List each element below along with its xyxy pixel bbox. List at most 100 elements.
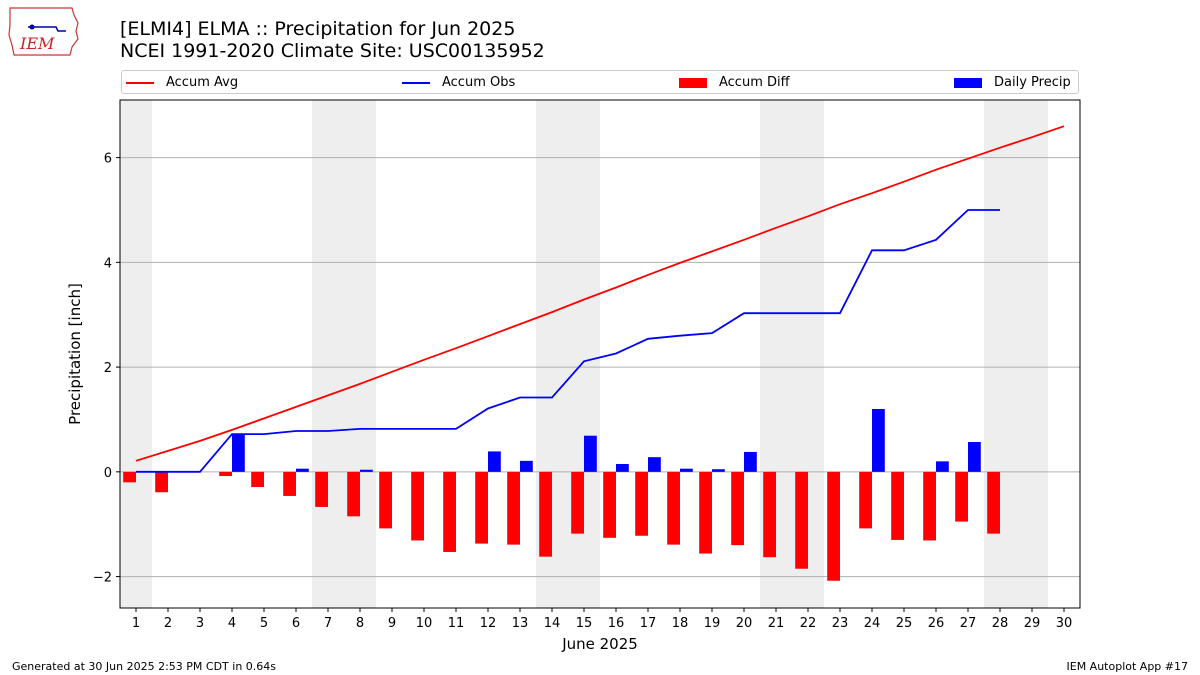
iem-logo: IEM [8,7,79,56]
legend-item-accum-diff: Accum Diff [679,74,790,91]
y-tick-label: 4 [104,256,112,271]
x-tick-label: 6 [292,616,300,631]
footer-generated: Generated at 30 Jun 2025 2:53 PM CDT in … [12,660,277,673]
footer-app: IEM Autoplot App #17 [1066,660,1189,673]
x-tick-label: 28 [992,616,1009,631]
accum-diff-bar [315,471,328,507]
accum-diff-bar [955,471,968,522]
iowa-outline-icon [8,7,79,56]
legend-swatch-accum-avg [126,81,154,84]
x-tick-label: 23 [832,616,849,631]
accum-diff-bar [859,471,872,529]
daily-precip-bar [360,469,373,472]
accum-diff-bar [699,471,712,554]
daily-precip-bar [616,463,629,472]
x-tick-label: 3 [196,616,204,631]
chart-subtitle: NCEI 1991-2020 Climate Site: USC00135952 [120,40,545,62]
daily-precip-bar [872,408,885,472]
y-tick-label: 2 [104,361,112,376]
accum-diff-bar [667,471,680,545]
daily-precip-bar [488,451,501,472]
x-tick-label: 20 [736,616,753,631]
x-tick-label: 12 [480,616,497,631]
x-tick-label: 15 [576,616,593,631]
accum-diff-bar [635,471,648,536]
daily-precip-bar [744,451,757,472]
daily-precip-bar [232,434,245,472]
chart-title: [ELMI4] ELMA :: Precipitation for Jun 20… [120,18,516,40]
x-tick-label: 29 [1024,616,1041,631]
accum-diff-bar [571,471,584,534]
x-tick-label: 1 [132,616,140,631]
daily-precip-bar [296,468,309,472]
accum-diff-bar [507,471,520,545]
accum-diff-bar [891,471,904,540]
x-tick-label: 16 [608,616,625,631]
accum-diff-bar [123,471,136,483]
y-tick-label: 6 [104,152,112,167]
x-tick-label: 24 [864,616,881,631]
accum-diff-bar [155,471,168,493]
x-tick-label: 21 [768,616,785,631]
daily-precip-bar [712,469,725,472]
accum-diff-bar [763,471,776,558]
x-tick-label: 2 [164,616,172,631]
accum-diff-bar [795,471,808,569]
x-axis-label: June 2025 [561,635,638,653]
legend-label-daily-precip: Daily Precip [994,75,1071,90]
x-tick-label: 18 [672,616,689,631]
chart-legend: Accum Avg Accum Obs Accum Diff Daily Pre… [121,70,1079,94]
legend-label-accum-obs: Accum Obs [442,75,516,90]
legend-swatch-accum-diff [679,77,707,88]
x-tick-label: 22 [800,616,817,631]
daily-precip-bar [584,435,597,472]
accum-diff-bar [283,471,296,496]
daily-precip-bar [968,441,981,472]
daily-precip-bar [680,468,693,472]
x-tick-label: 5 [260,616,268,631]
accum-obs-line [136,209,1000,473]
legend-item-accum-avg: Accum Avg [126,74,238,91]
x-tick-label: 10 [416,616,433,631]
weekend-band [120,100,152,608]
accum-avg-line [135,125,1065,462]
accum-diff-bar [475,471,488,544]
accum-diff-bar [251,471,264,488]
weekend-band [312,100,376,608]
legend-swatch-daily-precip [954,77,982,88]
y-axis-label: Precipitation [inch] [66,283,84,425]
y-tick-label: −2 [93,571,112,586]
x-tick-label: 25 [896,616,913,631]
legend-item-accum-obs: Accum Obs [402,74,515,91]
legend-label-accum-avg: Accum Avg [166,75,239,90]
x-tick-label: 13 [512,616,529,631]
accum-diff-bar [379,471,392,529]
x-tick-label: 26 [928,616,945,631]
x-tick-label: 9 [388,616,396,631]
x-tick-label: 17 [640,616,657,631]
x-tick-label: 7 [324,616,332,631]
accum-diff-bar [347,471,360,517]
x-tick-label: 14 [544,616,561,631]
accum-diff-bar [219,471,232,477]
plot-frame [119,99,1081,609]
x-tick-label: 19 [704,616,721,631]
daily-precip-bar [520,460,533,472]
x-tick-label: 27 [960,616,977,631]
x-tick-label: 11 [448,616,465,631]
daily-precip-bar [936,461,949,472]
legend-label-accum-diff: Accum Diff [719,75,790,90]
accum-diff-bar [827,471,840,581]
accum-diff-bar [603,471,616,538]
accum-diff-bar [443,471,456,552]
x-tick-label: 30 [1056,616,1073,631]
accum-diff-bar [539,471,552,557]
y-tick-label: 0 [104,466,112,481]
x-tick-label: 8 [356,616,364,631]
legend-item-daily-precip: Daily Precip [954,74,1071,91]
daily-precip-bar [648,457,661,472]
legend-swatch-accum-obs [402,81,430,84]
accum-diff-bar [923,471,936,541]
logo-text: IEM [19,34,55,53]
